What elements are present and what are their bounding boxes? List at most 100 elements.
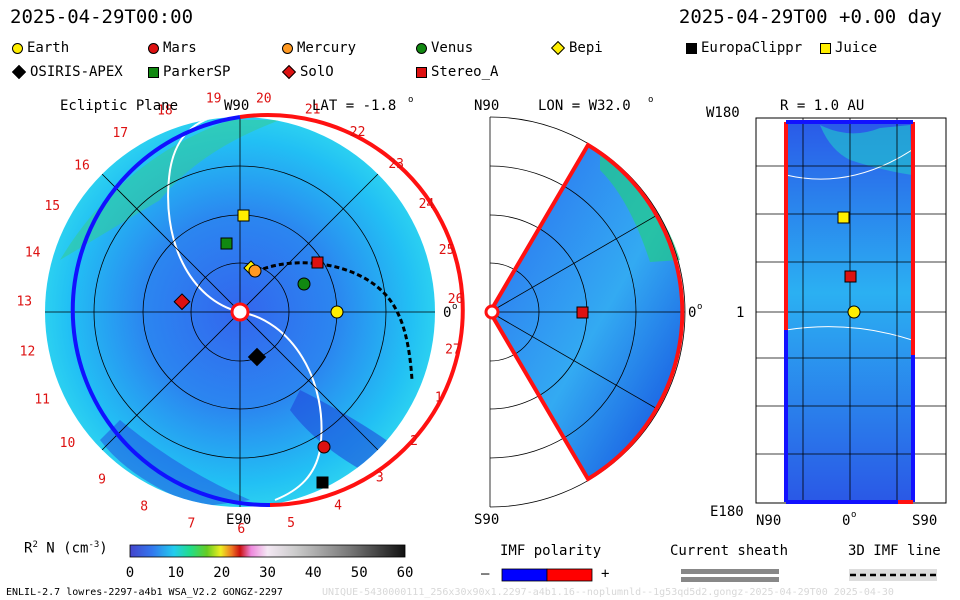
meridional-top-label: N90 (474, 98, 499, 114)
ecliptic-polarity-positive (239, 113, 465, 507)
venus-marker-icon (416, 42, 427, 54)
carrington-label-1: 1 (435, 390, 443, 405)
carrington-label-23: 23 (388, 157, 404, 172)
carrington-label-11: 11 (34, 393, 50, 408)
legend-item-mercury: Mercury (282, 40, 356, 56)
radial-axis-n90: N90 (756, 513, 781, 529)
carrington-labels: 19 20212223242526271234567891011121314151… (16, 91, 463, 537)
colorbar-tick-20: 20 (213, 565, 230, 581)
legend-item-mars: Mars (148, 40, 197, 56)
meridional-lon-degree: o (648, 95, 653, 105)
legend-item-europaclippr: EuropaClippr (686, 40, 802, 56)
carrington-label-10: 10 (60, 436, 76, 451)
carrington-label-19: 19 (206, 92, 222, 107)
ecliptic-lat-label: LAT = -1.8 (312, 98, 396, 114)
solo-marker (173, 293, 191, 311)
ecliptic-top-label: W90 (224, 98, 249, 114)
legend-item-bepi: Bepi (550, 40, 603, 56)
ecliptic-lat-degree: o (408, 95, 413, 105)
legend-item-solo: SolO (281, 64, 334, 80)
colorbar-tick-30: 30 (259, 565, 276, 581)
meridional-high-density-region (600, 155, 680, 262)
meridional-right-degree: o (697, 302, 702, 312)
radial-axis-degree: o (851, 510, 856, 520)
carrington-label-16: 16 (74, 159, 90, 174)
juice-marker-icon (820, 42, 831, 54)
carrington-label-13: 13 (16, 295, 32, 310)
carrington-label-25: 25 (439, 243, 455, 258)
venus-marker (297, 277, 311, 291)
juice-marker (237, 209, 250, 222)
radial-stereo-a-marker (844, 270, 857, 283)
ecliptic-polarity-negative (70, 115, 271, 508)
radial-panel (755, 117, 947, 504)
carrington-label-9: 9 (98, 472, 106, 487)
radial-title: R = 1.0 AU (780, 98, 864, 114)
carrington-label-7: 7 (187, 517, 195, 532)
footer-model-info: ENLIL-2.7 lowres-2297-a4b1 WSA_V2.2 GONG… (6, 587, 283, 598)
radial-axis-0: 0 (842, 513, 850, 529)
ecliptic-imf-line (255, 261, 414, 381)
carrington-label-3: 3 (376, 471, 384, 486)
sun-icon (230, 302, 250, 322)
radial-current-sheath-line (785, 326, 913, 341)
ecliptic-panel (45, 113, 465, 508)
meridional-polarity-border (487, 142, 685, 482)
colorbar-tick-0: 0 (126, 565, 134, 581)
meridional-bottom-label: S90 (474, 512, 499, 528)
carrington-label-15: 15 (44, 199, 60, 214)
current-sheath-title: Current sheath (670, 543, 789, 559)
carrington-label-22: 22 (350, 125, 366, 140)
parkersp-marker-icon (148, 66, 159, 78)
carrington-label-4: 4 (334, 499, 342, 514)
carrington-label-24: 24 (419, 197, 435, 212)
radial-top-left-label: W180 (706, 105, 740, 121)
meridional-lon-label: LON = W32.0 (538, 98, 631, 114)
imf-polarity-title: IMF polarity (500, 543, 602, 559)
colorbar-label: R2 N (cm-3) (24, 540, 108, 557)
imf-negative-swatch (501, 568, 548, 582)
colorbar-ticks: 0 10 20 30 40 50 60 (126, 565, 414, 581)
ecliptic-bottom-label: E90 (226, 512, 251, 528)
radial-mid-left-label: 1 (736, 305, 744, 321)
carrington-label-8: 8 (140, 500, 148, 515)
radial-earth-marker (847, 305, 861, 319)
stereo-a-marker-icon (416, 66, 427, 78)
mercury-marker (248, 264, 262, 278)
current-sheath-swatch (681, 569, 779, 574)
imf-plus-label: + (601, 566, 610, 582)
imf-minus-label: – (481, 566, 490, 582)
europaclippr-marker-icon (686, 42, 697, 54)
carrington-label-17: 17 (112, 126, 128, 141)
legend-item-osiris-apex: OSIRIS-APEX (11, 64, 123, 80)
ecliptic-right-degree: o (452, 302, 457, 312)
earth-marker-icon (12, 42, 23, 54)
date-right: 2025-04-29T00 +0.00 day (678, 6, 942, 28)
ecliptic-low-density-region-2 (100, 420, 250, 507)
meridional-panel (484, 116, 686, 508)
date-left: 2025-04-29T00:00 (10, 6, 194, 28)
imf-3d-title: 3D IMF line (848, 543, 941, 559)
colorbar-tick-60: 60 (397, 565, 414, 581)
carrington-label-2: 2 (410, 434, 418, 449)
carrington-label-12: 12 (20, 345, 36, 360)
colorbar-tick-50: 50 (351, 565, 368, 581)
europaclippr-marker (316, 476, 329, 489)
ecliptic-current-sheath-2 (239, 311, 323, 501)
legend-item-parkersp: ParkerSP (148, 64, 230, 80)
colorbar-tick-10: 10 (167, 565, 184, 581)
carrington-label-6: 6 (237, 522, 245, 537)
osiris-apex-marker (247, 347, 267, 367)
meridional-sun-icon (484, 304, 500, 320)
carrington-label-26: 26 (448, 292, 464, 307)
earth-marker (330, 305, 344, 319)
carrington-label-21: 21 (305, 103, 321, 118)
colorbar-tick-40: 40 (305, 565, 322, 581)
colorbar (129, 544, 406, 558)
radial-axis-s90: S90 (912, 513, 937, 529)
legend-item-juice: Juice (820, 40, 877, 56)
imf-positive-swatch (546, 568, 593, 582)
mars-marker-icon (148, 42, 159, 54)
carrington-label-5: 5 (287, 516, 295, 531)
